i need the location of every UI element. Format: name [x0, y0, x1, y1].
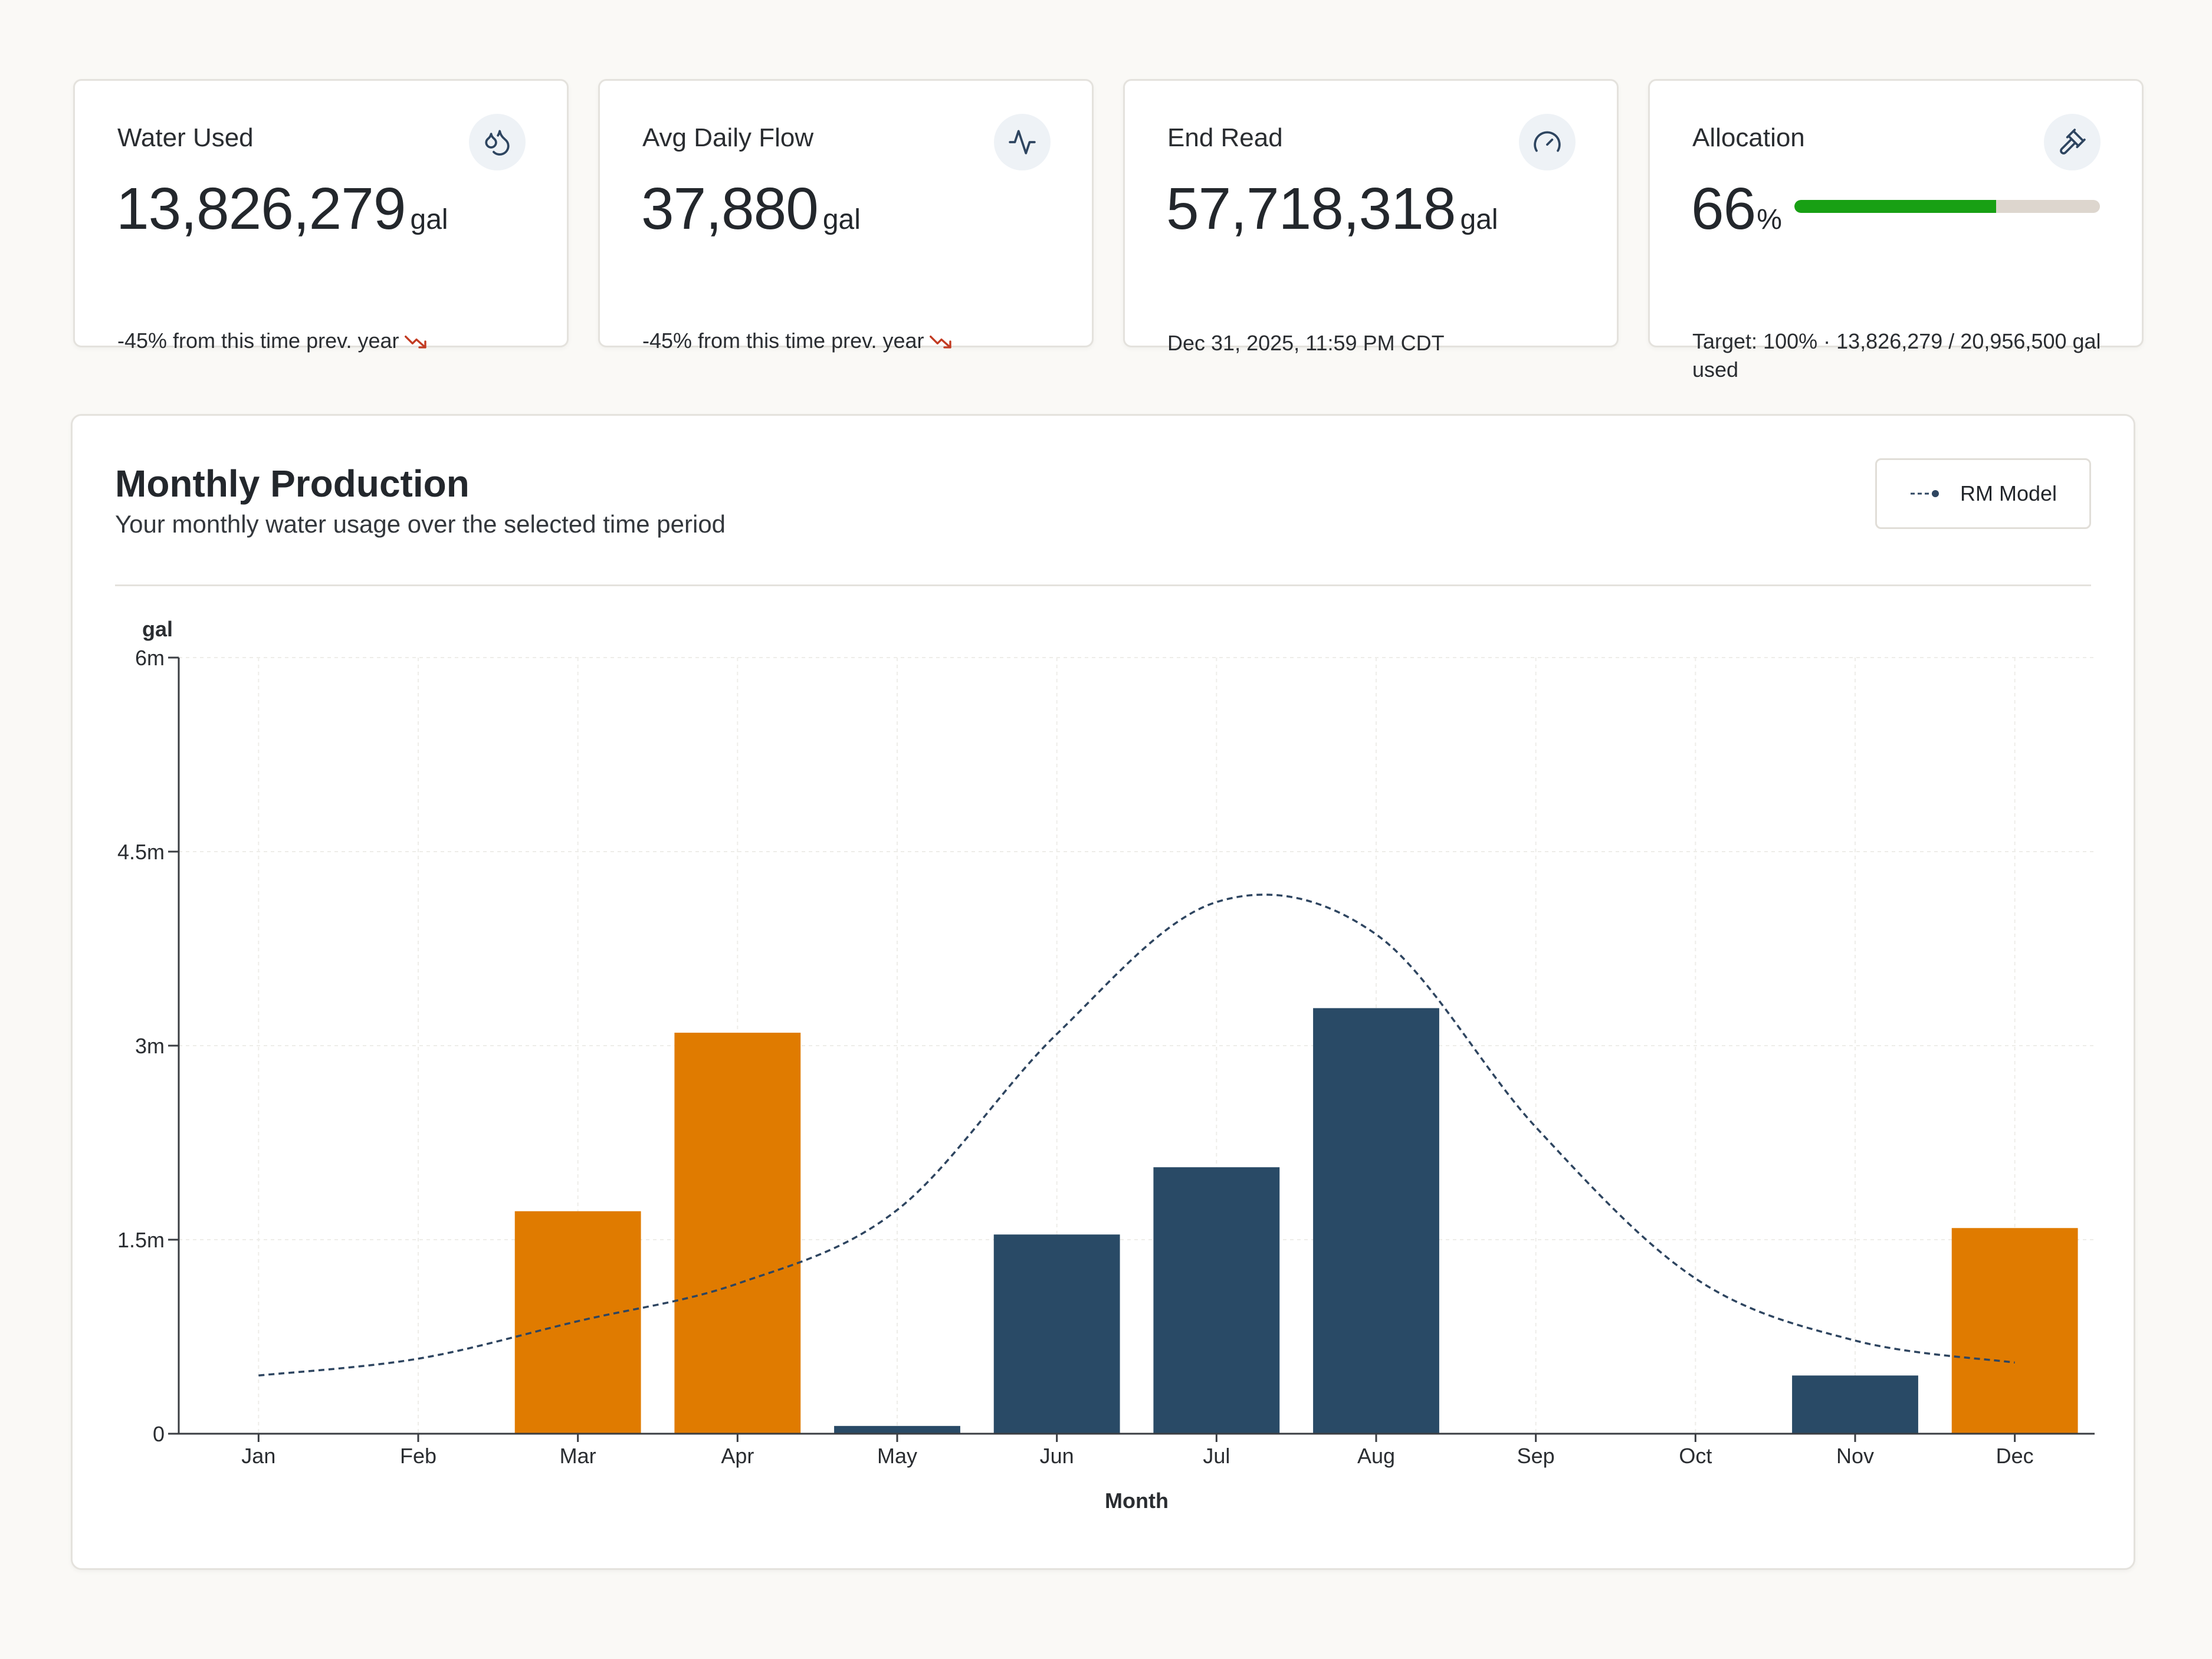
- y-tick-label: 1.5m: [117, 1228, 165, 1252]
- y-tick-label: 6m: [135, 646, 165, 670]
- y-axis-title: gal: [142, 617, 173, 641]
- y-tick-label: 3m: [135, 1034, 165, 1058]
- y-tick-label: 4.5m: [117, 840, 165, 864]
- bar-may: [834, 1425, 960, 1434]
- allocation-card: Allocation 66% Target: 100% · 13,826,279…: [1648, 79, 2144, 382]
- comparison-text: -45% from this time prev. year: [642, 328, 953, 353]
- monthly-production-chart: 0 1.5m 3m 4.5m 6m Jan Feb Mar Apr May Jun Jul Aug Sep…: [117, 617, 2095, 1513]
- x-tick-label: Jul: [1203, 1444, 1230, 1468]
- value-unit: %: [1757, 204, 1782, 235]
- allocation-note: Target: 100% · 13,826,279 / 20,956,500 g…: [1692, 329, 2101, 382]
- panel-title: Monthly Production: [115, 462, 470, 505]
- end-read-value: 57,718,318 gal: [1166, 175, 1498, 243]
- bar-jun: [993, 1234, 1120, 1434]
- x-tick-label: Oct: [1679, 1444, 1712, 1468]
- panel-subtitle: Your monthly water usage over the select…: [115, 510, 726, 538]
- bar-aug: [1313, 1008, 1439, 1434]
- legend-label: RM Model: [1960, 481, 2057, 505]
- x-tick-label: Dec: [1996, 1444, 2034, 1468]
- monthly-production-panel: Monthly Production Your monthly water us…: [71, 414, 2135, 1570]
- gauge-icon: [1519, 114, 1576, 170]
- avg-daily-flow-card: Avg Daily Flow 37,880 gal -45% from this …: [598, 79, 1094, 353]
- water-drop-icon: [469, 114, 526, 170]
- bar-mar: [514, 1211, 641, 1434]
- card-title: End Read: [1167, 123, 1283, 152]
- rm-model-toggle-button[interactable]: RM Model: [1875, 458, 2091, 529]
- bar-apr: [674, 1033, 801, 1434]
- bar-jul: [1153, 1167, 1280, 1434]
- trend-down-icon: [930, 331, 953, 353]
- end-read-card: End Read 57,718,318 gal Dec 31, 2025, 11:…: [1123, 79, 1619, 355]
- x-tick-label: May: [877, 1444, 917, 1468]
- value-unit: gal: [410, 204, 448, 235]
- value-number: 57,718,318: [1166, 176, 1456, 242]
- water-used-value: 13,826,279 gal: [116, 175, 448, 243]
- bar-dec: [1951, 1228, 2078, 1434]
- card-title: Allocation: [1692, 123, 1805, 152]
- comparison-label: -45% from this time prev. year: [642, 328, 924, 353]
- x-tick-label: Nov: [1836, 1444, 1874, 1468]
- x-tick-label: Feb: [400, 1444, 437, 1468]
- water-used-card: Water Used 13,826,279 gal -45% from this …: [73, 79, 569, 353]
- rm-model-line: [258, 893, 2015, 1377]
- x-tick-label: Aug: [1357, 1444, 1395, 1468]
- x-tick-label: Jun: [1040, 1444, 1074, 1468]
- gavel-icon: [2044, 114, 2101, 170]
- value-number: 13,826,279: [116, 176, 406, 242]
- value-unit: gal: [822, 204, 861, 235]
- trend-down-icon: [405, 331, 428, 353]
- allocation-progress-bar: [1794, 200, 2100, 213]
- y-tick-label: 0: [153, 1422, 165, 1446]
- allocation-value: 66%: [1691, 175, 1782, 243]
- activity-pulse-icon: [994, 114, 1051, 170]
- x-tick-label: Mar: [560, 1444, 596, 1468]
- value-unit: gal: [1460, 204, 1498, 235]
- x-tick-label: Apr: [721, 1444, 754, 1468]
- x-tick-label: Jan: [241, 1444, 275, 1468]
- bar-nov: [1792, 1375, 1918, 1434]
- divider: [115, 584, 2091, 586]
- end-read-timestamp: Dec 31, 2025, 11:59 PM CDT: [1167, 331, 1445, 355]
- value-number: 37,880: [641, 176, 819, 242]
- avg-daily-flow-value: 37,880 gal: [641, 175, 861, 243]
- card-title: Avg Daily Flow: [642, 123, 814, 152]
- comparison-label: -45% from this time prev. year: [117, 328, 399, 353]
- x-axis-title: Month: [1105, 1489, 1169, 1513]
- comparison-text: -45% from this time prev. year: [117, 328, 428, 353]
- value-number: 66: [1691, 176, 1756, 242]
- allocation-progress-fill: [1794, 200, 1996, 213]
- card-title: Water Used: [117, 123, 254, 152]
- x-tick-label: Sep: [1517, 1444, 1555, 1468]
- dashed-line-icon: [1910, 490, 1939, 497]
